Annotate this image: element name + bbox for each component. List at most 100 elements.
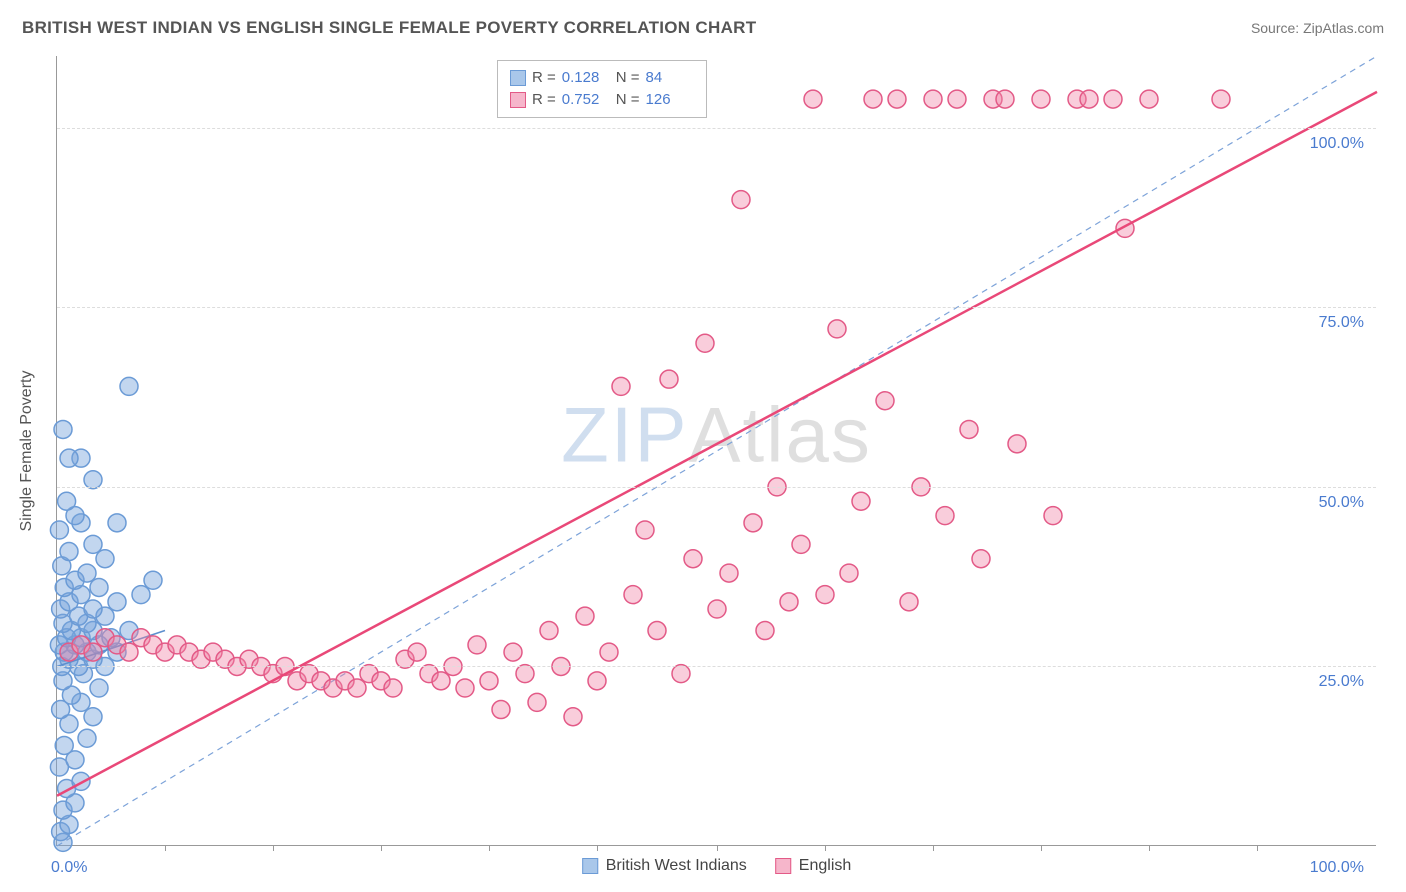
legend-label: English bbox=[799, 857, 851, 875]
data-point bbox=[780, 593, 798, 611]
scatter-plot-svg bbox=[57, 56, 1377, 846]
x-tick bbox=[933, 845, 934, 851]
data-point bbox=[1044, 507, 1062, 525]
data-point bbox=[852, 492, 870, 510]
data-point bbox=[408, 643, 426, 661]
data-point bbox=[816, 586, 834, 604]
data-point bbox=[744, 514, 762, 532]
gridline-h bbox=[57, 307, 1376, 308]
data-point bbox=[1008, 435, 1026, 453]
data-point bbox=[864, 90, 882, 108]
data-point bbox=[576, 607, 594, 625]
regression-line bbox=[57, 92, 1377, 796]
legend-label: British West Indians bbox=[606, 857, 747, 875]
x-tick-label: 100.0% bbox=[1310, 859, 1364, 877]
r-value: 0.752 bbox=[562, 89, 610, 111]
data-point bbox=[948, 90, 966, 108]
data-point bbox=[888, 90, 906, 108]
data-point bbox=[492, 701, 510, 719]
data-point bbox=[876, 392, 894, 410]
data-point bbox=[90, 679, 108, 697]
data-point bbox=[84, 600, 102, 618]
x-tick bbox=[1149, 845, 1150, 851]
data-point bbox=[1080, 90, 1098, 108]
data-point bbox=[936, 507, 954, 525]
data-point bbox=[696, 334, 714, 352]
x-tick bbox=[1257, 845, 1258, 851]
data-point bbox=[120, 377, 138, 395]
chart-title: BRITISH WEST INDIAN VS ENGLISH SINGLE FE… bbox=[22, 18, 756, 38]
data-point bbox=[504, 643, 522, 661]
data-point bbox=[96, 550, 114, 568]
n-label: N = bbox=[616, 67, 640, 89]
data-point bbox=[528, 693, 546, 711]
y-tick-label: 50.0% bbox=[1319, 494, 1364, 512]
data-point bbox=[84, 708, 102, 726]
data-point bbox=[720, 564, 738, 582]
gridline-h bbox=[57, 487, 1376, 488]
data-point bbox=[78, 564, 96, 582]
data-point bbox=[972, 550, 990, 568]
chart-header: BRITISH WEST INDIAN VS ENGLISH SINGLE FE… bbox=[0, 0, 1406, 46]
data-point bbox=[84, 535, 102, 553]
data-point bbox=[132, 586, 150, 604]
r-value: 0.128 bbox=[562, 67, 610, 89]
n-label: N = bbox=[616, 89, 640, 111]
data-point bbox=[1212, 90, 1230, 108]
identity-line bbox=[57, 56, 1377, 846]
data-point bbox=[144, 571, 162, 589]
data-point bbox=[900, 593, 918, 611]
data-point bbox=[636, 521, 654, 539]
data-point bbox=[828, 320, 846, 338]
data-point bbox=[50, 521, 68, 539]
legend-swatch bbox=[510, 70, 526, 86]
data-point bbox=[612, 377, 630, 395]
data-point bbox=[804, 90, 822, 108]
y-axis-label: Single Female Poverty bbox=[18, 370, 36, 531]
data-point bbox=[1140, 90, 1158, 108]
data-point bbox=[108, 514, 126, 532]
legend-swatch bbox=[775, 858, 791, 874]
data-point bbox=[384, 679, 402, 697]
source-prefix: Source: bbox=[1251, 20, 1303, 36]
data-point bbox=[708, 600, 726, 618]
data-point bbox=[78, 729, 96, 747]
data-point bbox=[480, 672, 498, 690]
gridline-h bbox=[57, 666, 1376, 667]
data-point bbox=[120, 643, 138, 661]
data-point bbox=[432, 672, 450, 690]
data-point bbox=[58, 492, 76, 510]
data-point bbox=[90, 578, 108, 596]
x-tick bbox=[825, 845, 826, 851]
data-point bbox=[732, 191, 750, 209]
chart-source: Source: ZipAtlas.com bbox=[1251, 20, 1384, 36]
data-point bbox=[564, 708, 582, 726]
data-point bbox=[756, 622, 774, 640]
legend-item: British West Indians bbox=[582, 857, 747, 875]
y-tick-label: 25.0% bbox=[1319, 673, 1364, 691]
data-point bbox=[55, 736, 73, 754]
data-point bbox=[624, 586, 642, 604]
x-tick bbox=[489, 845, 490, 851]
data-point bbox=[108, 593, 126, 611]
data-point bbox=[792, 535, 810, 553]
n-value: 84 bbox=[646, 67, 694, 89]
data-point bbox=[840, 564, 858, 582]
data-point bbox=[60, 449, 78, 467]
legend-swatch bbox=[582, 858, 598, 874]
x-tick bbox=[717, 845, 718, 851]
r-label: R = bbox=[532, 67, 556, 89]
x-tick bbox=[381, 845, 382, 851]
chart-container: Single Female Poverty ZIPAtlas R =0.128N… bbox=[56, 56, 1376, 846]
stats-row: R = 0.128 N = 84 bbox=[510, 67, 694, 89]
data-point bbox=[1104, 90, 1122, 108]
bottom-legend: British West Indians English bbox=[582, 857, 852, 875]
legend-item: English bbox=[775, 857, 851, 875]
x-tick bbox=[273, 845, 274, 851]
plot-area: Single Female Poverty ZIPAtlas R =0.128N… bbox=[56, 56, 1376, 846]
data-point bbox=[1032, 90, 1050, 108]
x-tick bbox=[1041, 845, 1042, 851]
x-tick-label: 0.0% bbox=[51, 859, 87, 877]
data-point bbox=[468, 636, 486, 654]
stats-row: R =0.752N =126 bbox=[510, 89, 694, 111]
